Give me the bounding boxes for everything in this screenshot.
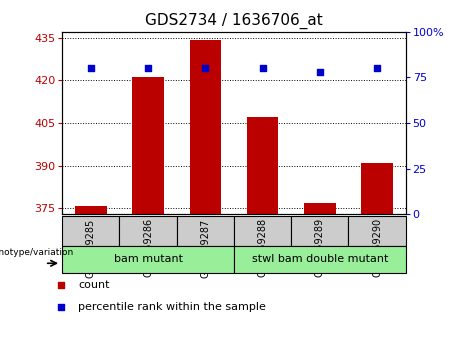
Bar <box>75 206 106 214</box>
Bar <box>349 216 406 246</box>
Point <box>144 65 152 71</box>
Text: GSM159289: GSM159289 <box>315 218 325 278</box>
Text: GSM159287: GSM159287 <box>201 218 210 278</box>
Bar <box>62 216 119 246</box>
Point <box>259 65 266 71</box>
Point <box>87 65 95 71</box>
Point <box>316 69 324 75</box>
Text: GSM159288: GSM159288 <box>258 218 267 278</box>
Text: stwl bam double mutant: stwl bam double mutant <box>252 254 388 264</box>
Text: bam mutant: bam mutant <box>113 254 183 264</box>
Text: GSM159290: GSM159290 <box>372 218 382 278</box>
Bar <box>62 246 234 273</box>
Bar <box>234 216 291 246</box>
Text: GSM159286: GSM159286 <box>143 218 153 278</box>
Bar <box>119 216 177 246</box>
Bar <box>177 216 234 246</box>
Point <box>57 304 65 310</box>
Bar <box>304 203 336 214</box>
Bar <box>361 163 393 214</box>
Point <box>57 282 65 288</box>
Point <box>201 65 209 71</box>
Bar <box>234 246 406 273</box>
Point <box>373 65 381 71</box>
Text: GSM159285: GSM159285 <box>86 218 96 278</box>
Bar <box>291 216 349 246</box>
Text: count: count <box>78 280 110 291</box>
Text: percentile rank within the sample: percentile rank within the sample <box>78 302 266 312</box>
Text: genotype/variation: genotype/variation <box>0 248 74 257</box>
Bar <box>189 40 221 214</box>
Bar <box>132 78 164 214</box>
Title: GDS2734 / 1636706_at: GDS2734 / 1636706_at <box>145 13 323 29</box>
Bar <box>247 117 278 214</box>
